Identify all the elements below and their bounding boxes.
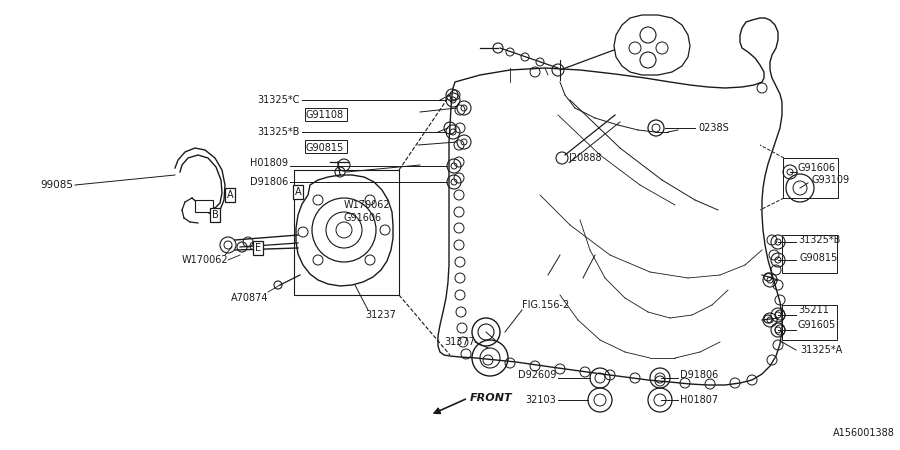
- Text: W170062: W170062: [344, 200, 391, 210]
- Text: H01807: H01807: [680, 395, 718, 405]
- Text: G90815: G90815: [305, 143, 343, 153]
- Text: 99085: 99085: [40, 180, 73, 190]
- Text: G91606: G91606: [344, 213, 382, 223]
- Bar: [782, 305, 837, 340]
- Text: G90815: G90815: [800, 253, 838, 263]
- Text: 31325*C: 31325*C: [257, 95, 300, 105]
- Bar: [294, 170, 399, 295]
- Text: G91108: G91108: [305, 110, 343, 120]
- Text: 35211: 35211: [798, 305, 829, 315]
- Bar: [195, 200, 213, 212]
- Text: 31325*B: 31325*B: [798, 235, 841, 245]
- Text: 31237: 31237: [365, 310, 396, 320]
- Bar: [783, 158, 838, 198]
- Text: G91606: G91606: [798, 163, 836, 173]
- Text: FIG.156-2: FIG.156-2: [522, 300, 569, 310]
- Text: 31377: 31377: [444, 337, 475, 347]
- Text: D91806: D91806: [680, 370, 718, 380]
- Text: E: E: [255, 243, 261, 253]
- Text: 31325*A: 31325*A: [800, 345, 842, 355]
- Text: 32103: 32103: [526, 395, 556, 405]
- Bar: [782, 235, 837, 273]
- Text: 31325*B: 31325*B: [257, 127, 300, 137]
- Text: A: A: [294, 187, 302, 197]
- Text: 0238S: 0238S: [698, 123, 729, 133]
- Bar: [305, 108, 347, 121]
- Text: D91806: D91806: [250, 177, 288, 187]
- Text: A156001388: A156001388: [833, 428, 895, 438]
- Text: W170062: W170062: [182, 255, 228, 265]
- Text: A: A: [227, 190, 233, 200]
- Text: FRONT: FRONT: [470, 393, 513, 403]
- Text: G91605: G91605: [798, 320, 836, 330]
- Bar: [305, 140, 347, 153]
- Text: D92609: D92609: [518, 370, 556, 380]
- Text: B: B: [212, 210, 219, 220]
- Text: H01809: H01809: [250, 158, 288, 168]
- Text: G93109: G93109: [812, 175, 850, 185]
- Text: A70874: A70874: [230, 293, 268, 303]
- Text: J20888: J20888: [568, 153, 601, 163]
